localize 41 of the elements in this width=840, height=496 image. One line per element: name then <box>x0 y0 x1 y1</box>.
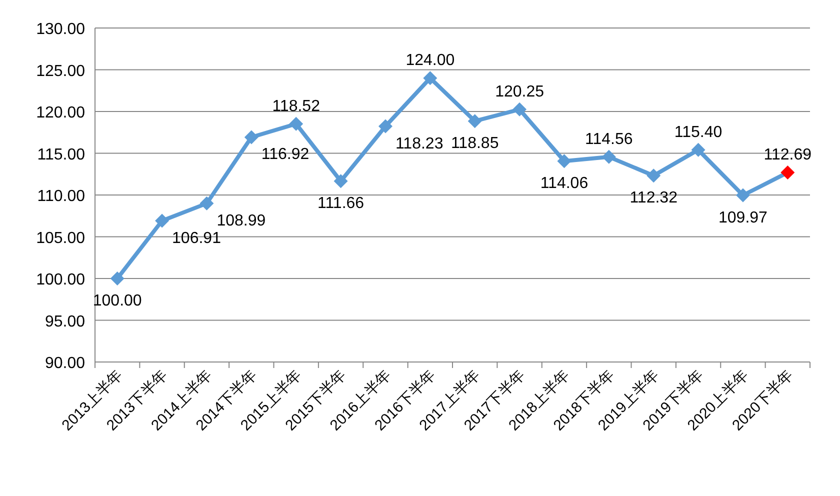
y-tick-label: 115.00 <box>37 146 86 164</box>
data-label: 118.23 <box>395 135 444 152</box>
data-label: 116.92 <box>261 146 310 164</box>
data-label: 112.69 <box>764 146 812 164</box>
data-label: 109.97 <box>718 209 768 226</box>
data-label: 114.56 <box>585 130 633 148</box>
point <box>691 142 706 157</box>
point <box>423 71 438 86</box>
data-label: 124.00 <box>406 52 455 70</box>
data-label: 115.40 <box>674 124 722 141</box>
point <box>155 214 170 228</box>
y-tick-label: 95.00 <box>44 313 86 330</box>
y-tick-label: 120.00 <box>36 104 86 122</box>
data-label: 118.85 <box>450 135 499 152</box>
y-tick-label: 130.00 <box>36 21 86 38</box>
point <box>512 102 527 116</box>
y-tick-label: 90.00 <box>44 355 86 372</box>
point <box>468 114 482 128</box>
data-label: 118.52 <box>272 98 320 115</box>
point <box>378 119 392 134</box>
point <box>244 130 258 144</box>
data-label: 100.00 <box>92 292 142 310</box>
point <box>780 166 795 180</box>
y-tick-label: 105.00 <box>36 230 86 247</box>
data-label: 114.06 <box>540 175 588 192</box>
data-label: 106.91 <box>172 230 222 247</box>
point <box>602 150 616 164</box>
data-label: 112.32 <box>630 190 678 207</box>
y-tick-label: 110.00 <box>37 188 86 205</box>
point <box>334 174 348 188</box>
point <box>557 154 572 168</box>
point <box>646 168 661 183</box>
data-label: 108.99 <box>216 212 266 230</box>
point <box>110 272 124 286</box>
y-tick-label: 125.00 <box>36 62 86 80</box>
data-label: 111.66 <box>318 195 364 212</box>
data-label: 120.25 <box>495 83 544 100</box>
point <box>200 196 214 210</box>
point <box>736 188 750 202</box>
point <box>289 116 304 131</box>
y-tick-label: 100.00 <box>36 272 86 288</box>
